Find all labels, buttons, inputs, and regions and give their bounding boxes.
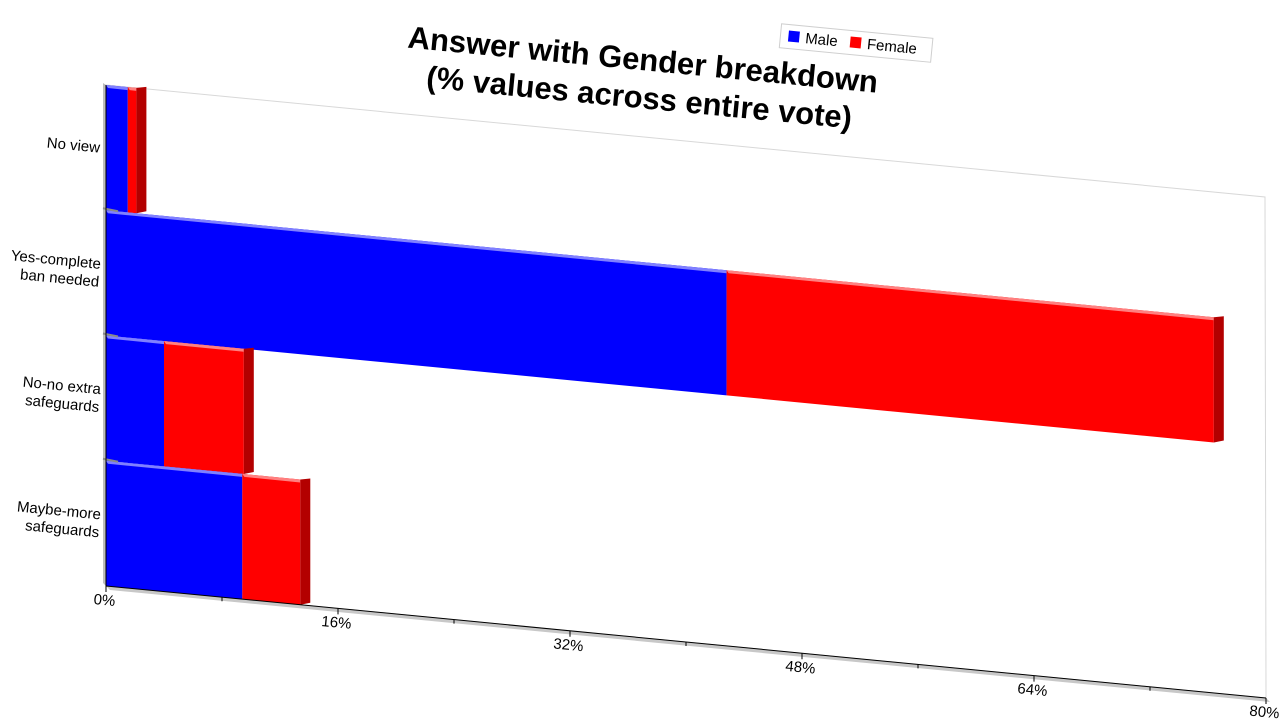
category-labels: No view Yes-completeban needed No-no extra…	[8, 135, 102, 542]
bar-maybe-more-safeguards-female	[242, 473, 301, 605]
bar-no-no-extra-safeguards-female	[164, 341, 244, 474]
legend-swatch-male	[787, 30, 800, 43]
axis-floor	[106, 586, 1270, 702]
bar-no-no-extra-safeguards-male	[106, 335, 164, 467]
bar-no-view-male	[106, 85, 128, 213]
bar-no-no-extra-safeguards-female-top	[164, 341, 244, 352]
x-tick-label: 32%	[553, 635, 585, 655]
legend-swatch-female	[849, 36, 862, 49]
x-tick-label: 0%	[93, 591, 116, 610]
ticks-layer: 0% 16% 32% 48% 64% 80%	[93, 586, 1280, 720]
bar-yes-complete-ban-needed-female-top	[726, 270, 1214, 321]
category-label-no-no-extra-safeguards: No-no extrasafeguards	[20, 374, 102, 416]
bars-layer	[102, 85, 1224, 605]
x-tick-label: 64%	[1017, 680, 1049, 700]
bar-yes-complete-ban-needed-female	[726, 270, 1214, 443]
category-label-line: No view	[46, 135, 101, 157]
x-tick-label: 80%	[1249, 703, 1280, 720]
bar-no-view-female	[127, 87, 137, 214]
legend: Male Female	[778, 23, 934, 63]
legend-label-female: Female	[866, 36, 917, 58]
bar-maybe-more-safeguards-female-end	[300, 478, 311, 605]
x-tick-label: 48%	[785, 658, 817, 678]
bar-no-no-extra-safeguards-male-top	[106, 335, 164, 345]
bar-no-view-male-top	[106, 85, 128, 91]
bar-yes-complete-ban-needed-female-end	[1213, 316, 1224, 443]
x-axis-line	[105, 585, 1267, 699]
bar-maybe-more-safeguards-male	[106, 460, 243, 600]
bar-no-no-extra-safeguards-female-end	[243, 347, 254, 474]
legend-label-male: Male	[804, 30, 838, 50]
bar-no-view-female-end	[136, 86, 147, 214]
category-label-yes-complete-ban-needed: Yes-completeban needed	[8, 247, 101, 290]
category-label-maybe-more-safeguards: Maybe-moresafeguards	[14, 498, 101, 541]
bar-yes-complete-ban-needed-male-top	[106, 210, 727, 274]
bar-maybe-more-safeguards-male-top	[106, 460, 243, 477]
category-label-no-view: No view	[46, 135, 101, 157]
bar-maybe-more-safeguards-female-top	[242, 473, 301, 483]
x-tick-label: 16%	[321, 613, 353, 633]
bar-no-view-female-top	[127, 87, 137, 91]
